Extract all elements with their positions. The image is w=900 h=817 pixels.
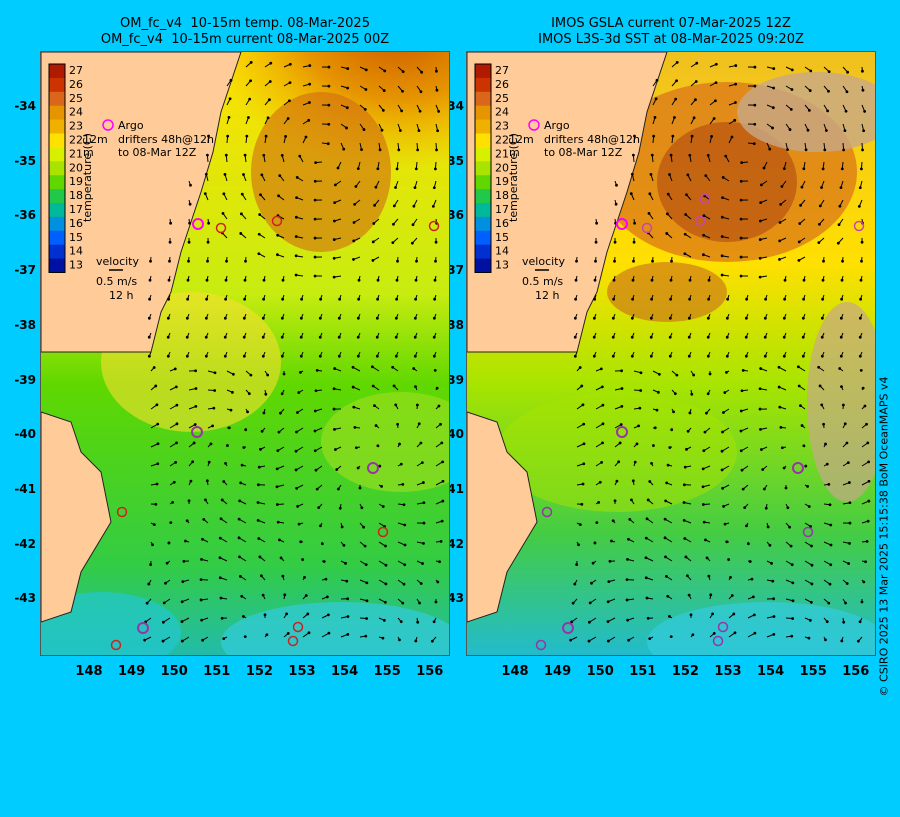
x-tick-label: 154 <box>325 664 365 679</box>
colorbar-swatch <box>475 120 491 134</box>
colorbar-swatch <box>475 245 491 259</box>
argo-legend-label: Argo <box>544 119 570 132</box>
colorbar-swatch <box>475 231 491 245</box>
colorbar-swatch <box>475 134 491 148</box>
x-tick-label: 156 <box>410 664 450 679</box>
velocity-label: velocity <box>522 255 565 268</box>
colorbar-swatch <box>475 161 491 175</box>
colorbar-swatch <box>49 217 65 231</box>
x-tick-label: 149 <box>538 664 578 679</box>
y-tick-label: -36 <box>0 208 36 222</box>
credit-text: © CSIRO 2025 13 Mar 2025 15:15:38 BoM Oc… <box>878 257 891 817</box>
drifter-legend-label: drifters 48h@12h <box>118 133 214 146</box>
y-tick-label: -41 <box>0 482 36 496</box>
colorbar-swatch <box>49 92 65 106</box>
colorbar-swatch <box>475 92 491 106</box>
y-tick-label: -43 <box>0 591 36 605</box>
colorbar-tick-label: 25 <box>495 92 509 105</box>
drifter-to-label: to 08-Mar 12Z <box>544 146 623 159</box>
colorbar-tick-label: 26 <box>495 78 509 91</box>
colorbar-tick-label: 24 <box>69 106 83 119</box>
x-tick-label: 152 <box>665 664 705 679</box>
drifter-m-label: m <box>509 146 520 159</box>
velocity-value: 0.5 m/s <box>96 275 137 288</box>
left-title-line2: OM_fc_v4 10-15m current 08-Mar-2025 00Z <box>40 32 450 48</box>
left-title-line1: OM_fc_v4 10-15m temp. 08-Mar-2025 <box>40 16 450 32</box>
colorbar-tick-label: 14 <box>495 245 509 258</box>
y-tick-label: -34 <box>0 99 36 113</box>
colorbar-swatch <box>49 175 65 189</box>
colorbar-swatch <box>49 147 65 161</box>
colorbar-swatch <box>49 106 65 120</box>
colorbar-tick-label: 15 <box>495 231 509 244</box>
colorbar-swatch <box>475 259 491 273</box>
x-tick-label: 156 <box>836 664 876 679</box>
y-tick-label: -40 <box>0 427 36 441</box>
drifter-legend-label: drifters 48h@12h <box>544 133 640 146</box>
colorbar-tick-label: 15 <box>69 231 83 244</box>
colorbar-swatch <box>49 161 65 175</box>
colorbar-swatch <box>49 64 65 78</box>
colorbar-tick-label: 23 <box>495 120 509 133</box>
x-tick-label: 150 <box>580 664 620 679</box>
colorbar-swatch <box>475 147 491 161</box>
x-tick-label: 155 <box>367 664 407 679</box>
right-title-line2: IMOS L3S-3d SST at 08-Mar-2025 09:20Z <box>466 32 876 48</box>
colorbar-swatch <box>49 134 65 148</box>
x-tick-label: 149 <box>112 664 152 679</box>
colorbar-tick-label: 27 <box>495 64 509 77</box>
argo-legend-label: Argo <box>118 119 144 132</box>
y-tick-label: -38 <box>0 318 36 332</box>
velocity-time: 12 h <box>109 289 133 302</box>
colorbar-swatch <box>475 175 491 189</box>
colorbar-swatch <box>49 231 65 245</box>
x-tick-label: 151 <box>623 664 663 679</box>
colorbar-swatch <box>49 245 65 259</box>
colorbar-swatch <box>49 203 65 217</box>
colorbar-swatch <box>49 120 65 134</box>
colorbar-tick-label: 13 <box>495 259 509 272</box>
y-tick-label: -42 <box>0 537 36 551</box>
drifter-to-label: to 08-Mar 12Z <box>118 146 197 159</box>
velocity-label: velocity <box>96 255 139 268</box>
colorbar-tick-label: 25 <box>69 92 83 105</box>
colorbar-swatch <box>475 189 491 203</box>
drifter-12m-label: 12m <box>509 133 534 146</box>
colorbar-tick-label: 13 <box>69 259 83 272</box>
colorbar-swatch <box>49 78 65 92</box>
colorbar-swatch <box>49 259 65 273</box>
velocity-value: 0.5 m/s <box>522 275 563 288</box>
drifter-12m-label: 12m <box>83 133 108 146</box>
velocity-time: 12 h <box>535 289 559 302</box>
x-tick-label: 152 <box>239 664 279 679</box>
y-tick-label: -35 <box>0 154 36 168</box>
colorbar-swatch <box>49 189 65 203</box>
colorbar-swatch <box>475 64 491 78</box>
y-tick-label: -37 <box>0 263 36 277</box>
y-tick-label: -39 <box>0 373 36 387</box>
drifter-m-label: m <box>83 146 94 159</box>
colorbar-swatch <box>475 106 491 120</box>
colorbar-tick-label: 27 <box>69 64 83 77</box>
colorbar-swatch <box>475 217 491 231</box>
x-tick-label: 153 <box>708 664 748 679</box>
x-tick-label: 151 <box>197 664 237 679</box>
colorbar-tick-label: 26 <box>69 78 83 91</box>
colorbar-swatch <box>475 203 491 217</box>
colorbar-tick-label: 24 <box>495 106 509 119</box>
x-tick-label: 154 <box>751 664 791 679</box>
x-tick-label: 148 <box>69 664 109 679</box>
colorbar-tick-label: 23 <box>69 120 83 133</box>
x-tick-label: 153 <box>282 664 322 679</box>
x-tick-label: 148 <box>495 664 535 679</box>
colorbar-swatch <box>475 78 491 92</box>
colorbar-tick-label: 14 <box>69 245 83 258</box>
x-tick-label: 150 <box>154 664 194 679</box>
x-tick-label: 155 <box>793 664 833 679</box>
right-title-line1: IMOS GSLA current 07-Mar-2025 12Z <box>466 16 876 32</box>
